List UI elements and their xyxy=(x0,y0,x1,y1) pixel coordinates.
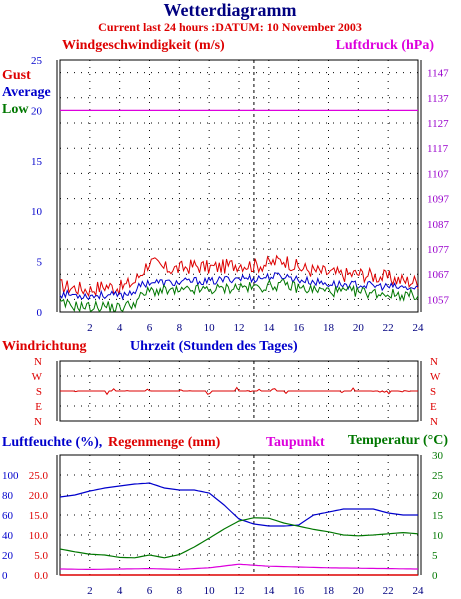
temperature-line xyxy=(59,517,419,559)
direction-panel: N NW WS SE EN N xyxy=(32,356,441,428)
pressure-y-tick: 1087 xyxy=(427,219,450,231)
rain-y-tick: 10.0 xyxy=(29,530,49,542)
pressure-y-tick: 1107 xyxy=(427,168,449,180)
humidity-line xyxy=(59,482,418,527)
wind-low-line xyxy=(59,279,419,313)
climate-x-tick: 8 xyxy=(177,585,183,597)
direction-y-tick-left: S xyxy=(36,386,42,398)
humidity-y-tick: 40 xyxy=(2,530,14,542)
direction-y-tick-right: W xyxy=(430,371,441,383)
temperature-title: Temperatur (°C) xyxy=(348,433,448,448)
climate-x-tick: 6 xyxy=(147,585,153,597)
pressure-y-tick: 1097 xyxy=(427,194,450,206)
legend-gust: Gust xyxy=(2,68,31,83)
climate-x-tick: 10 xyxy=(204,585,216,597)
temperature-y-tick: 0 xyxy=(432,570,438,582)
direction-y-tick-right: N xyxy=(430,416,438,428)
wind-frame xyxy=(59,59,419,313)
wind-y-tick: 0 xyxy=(37,307,43,319)
pressure-y-tick: 1117 xyxy=(427,143,449,155)
temperature-y-tick: 20 xyxy=(432,490,444,502)
pressure-y-tick: 1137 xyxy=(427,93,449,105)
climate-panel: 0 20 40 60 80 100 0.0 5.0 10.0 15.0 20.0 25.0 0 5 10 15… xyxy=(2,450,444,597)
wind-x-tick: 2 xyxy=(87,322,93,334)
rain-y-tick: 25.0 xyxy=(29,470,49,482)
wind-direction-line xyxy=(60,386,418,396)
climate-x-tick: 14 xyxy=(263,585,275,597)
direction-y-tick-right: S xyxy=(430,386,436,398)
temperature-y-tick: 30 xyxy=(432,450,444,462)
wind-y-tick: 15 xyxy=(31,156,43,168)
temperature-y-tick: 15 xyxy=(432,510,444,522)
wind-x-tick: 24 xyxy=(413,322,425,334)
pressure-y-tick: 1057 xyxy=(427,294,450,306)
wind-y-tick: 20 xyxy=(31,105,43,117)
wind-x-tick: 18 xyxy=(323,322,335,334)
humidity-title: Luftfeuchte (%), xyxy=(2,435,102,450)
direction-y-tick-left: N xyxy=(34,356,42,368)
wind-y-tick: 10 xyxy=(31,206,43,218)
wind-direction-title: Windrichtung xyxy=(2,339,87,354)
wind-x-tick: 10 xyxy=(204,322,216,334)
wind-x-tick: 4 xyxy=(117,322,123,334)
rain-y-tick: 15.0 xyxy=(29,510,49,522)
temperature-y-tick: 10 xyxy=(432,530,444,542)
wind-x-tick: 8 xyxy=(177,322,183,334)
rain-y-tick: 5.0 xyxy=(34,550,48,562)
pressure-y-tick: 1147 xyxy=(427,68,449,80)
humidity-y-tick: 0 xyxy=(2,570,8,582)
rain-y-tick: 20.0 xyxy=(29,490,49,502)
dewpoint-line xyxy=(60,563,418,571)
climate-x-tick: 12 xyxy=(234,585,245,597)
wind-x-tick: 16 xyxy=(293,322,305,334)
pressure-y-tick: 1067 xyxy=(427,269,450,281)
pressure-title: Luftdruck (hPa) xyxy=(336,38,435,53)
pressure-y-tick: 1127 xyxy=(427,118,449,130)
temperature-y-tick: 5 xyxy=(432,550,438,562)
wind-x-tick: 20 xyxy=(353,322,365,334)
pressure-y-tick: 1077 xyxy=(427,244,450,256)
direction-y-tick-left: W xyxy=(32,371,43,383)
climate-x-tick: 24 xyxy=(413,585,425,597)
humidity-y-tick: 60 xyxy=(2,510,14,522)
wind-y-tick: 25 xyxy=(31,55,43,67)
wind-y-tick: 5 xyxy=(37,257,43,269)
legend-low: Low xyxy=(2,102,29,117)
rain-y-tick: 0.0 xyxy=(34,570,48,582)
legend-average: Average xyxy=(2,85,51,100)
dewpoint-title: Taupunkt xyxy=(266,435,325,450)
humidity-y-tick: 20 xyxy=(2,550,14,562)
wind-panel: 0 5 10 15 20 25 1057 1067 1077 1087 1097 1107 1117 11… xyxy=(31,55,450,334)
wind-gust-line xyxy=(59,254,419,298)
climate-x-tick: 22 xyxy=(383,585,394,597)
climate-x-tick: 18 xyxy=(323,585,335,597)
humidity-y-tick: 100 xyxy=(2,470,19,482)
wind-speed-title: Windgeschwindigkeit (m/s) xyxy=(62,38,225,53)
climate-x-tick: 16 xyxy=(293,585,305,597)
temperature-y-tick: 25 xyxy=(432,470,444,482)
climate-x-tick: 20 xyxy=(353,585,365,597)
chart-title: Wetterdiagramm xyxy=(164,0,297,20)
wind-x-tick: 22 xyxy=(383,322,394,334)
climate-x-tick: 4 xyxy=(117,585,123,597)
chart-subtitle: Current last 24 hours :DATUM: 10 Novembe… xyxy=(98,20,362,34)
direction-y-tick-left: N xyxy=(34,416,42,428)
direction-y-tick-left: E xyxy=(35,401,42,413)
wind-average-line xyxy=(59,272,419,301)
climate-x-tick: 2 xyxy=(87,585,93,597)
direction-y-tick-right: E xyxy=(430,401,437,413)
wind-x-tick: 14 xyxy=(263,322,275,334)
time-axis-label: Uhrzeit (Stunden des Tages) xyxy=(130,339,298,354)
rain-title: Regenmenge (mm) xyxy=(108,435,221,450)
direction-y-tick-right: N xyxy=(430,356,438,368)
humidity-y-tick: 80 xyxy=(2,490,14,502)
wind-x-tick: 6 xyxy=(147,322,153,334)
wind-x-tick: 12 xyxy=(234,322,245,334)
